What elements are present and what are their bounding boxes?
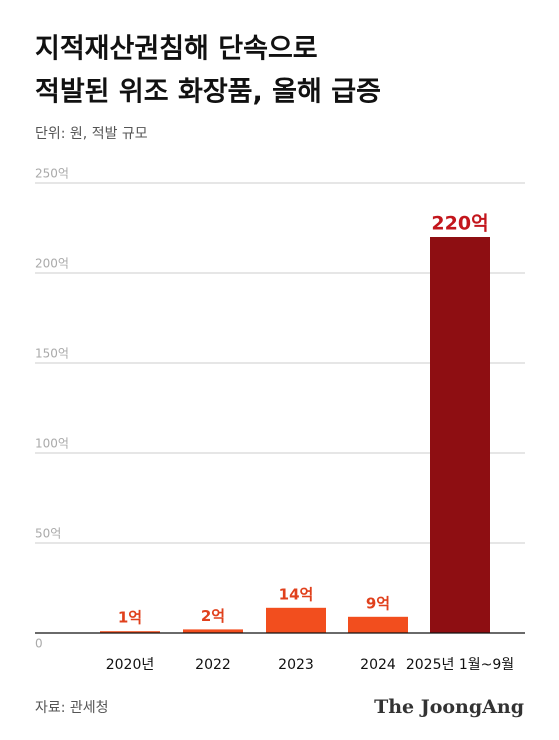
chart-title: 지적재산권침해 단속으로 — [35, 34, 318, 65]
y-tick-label: 50억 — [35, 527, 61, 541]
y-tick-label: 250억 — [35, 167, 69, 181]
value-label: 2억 — [201, 607, 225, 625]
y-tick-label: 150억 — [35, 347, 69, 361]
x-tick-label: 2023 — [278, 657, 314, 673]
bar — [430, 237, 490, 633]
x-tick-label: 2024 — [360, 657, 396, 673]
bar — [348, 616, 408, 633]
subtitle: 단위: 원, 적발 규모 — [35, 126, 148, 142]
x-tick-label: 2025년 1월~9월 — [406, 657, 514, 673]
source: 자료: 관세청 — [35, 700, 109, 716]
value-label: 220억 — [431, 213, 488, 235]
bar — [100, 631, 160, 633]
value-label: 14억 — [279, 585, 314, 603]
value-label: 9억 — [366, 594, 390, 612]
y-tick-label: 0 — [35, 637, 43, 651]
chart-title: 적발된 위조 화장품, 올해 급증 — [35, 77, 381, 108]
x-tick-label: 2022 — [195, 657, 231, 673]
y-tick-label: 200억 — [35, 257, 69, 271]
value-label: 1억 — [118, 609, 142, 627]
bar — [266, 607, 326, 633]
bar — [183, 629, 243, 633]
logo: The JoongAng — [374, 696, 524, 718]
x-tick-label: 2020년 — [106, 657, 155, 673]
y-tick-label: 100억 — [35, 437, 69, 451]
